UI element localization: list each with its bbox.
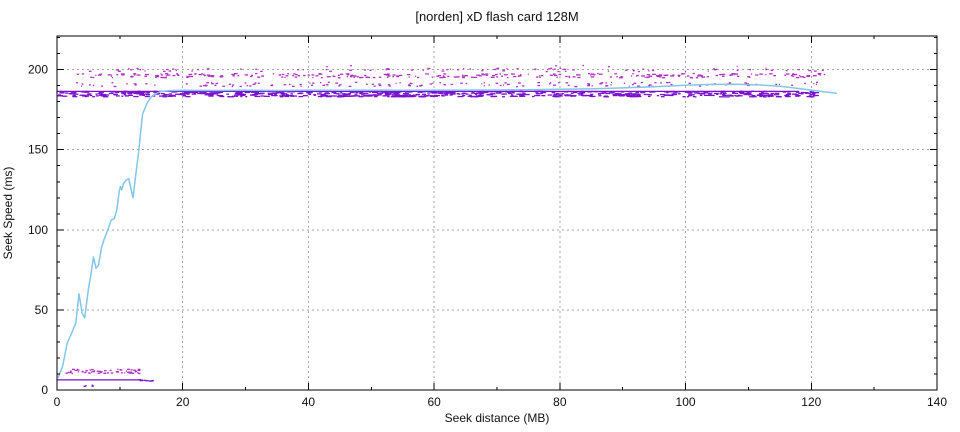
x-tick-label: 120: [801, 395, 821, 409]
seek-samples-outliers-203ms: [326, 64, 738, 68]
x-axis-label: Seek distance (MB): [444, 411, 550, 425]
seek-sample-points: [57, 64, 826, 387]
seek-samples-200ms-row: [88, 67, 824, 73]
x-tick-label: 140: [927, 395, 947, 409]
x-tick-label: 40: [302, 395, 316, 409]
seek-samples-196ms-row: [76, 72, 826, 79]
average-seek-line: [57, 83, 838, 378]
x-tick-label: 100: [676, 395, 696, 409]
y-tick-label: 0: [41, 383, 48, 397]
x-tick-label: 0: [54, 395, 61, 409]
axis-ticks: [56, 36, 938, 391]
grid-lines: [57, 36, 937, 390]
seek-samples-12ms-row: [65, 368, 141, 375]
y-tick-label: 150: [28, 143, 48, 157]
x-tick-label: 60: [427, 395, 441, 409]
x-tick-label: 80: [553, 395, 567, 409]
y-tick-label: 200: [28, 63, 48, 77]
x-tick-label: 20: [176, 395, 190, 409]
seek-samples-3ms-dots: [83, 384, 94, 387]
tick-labels: 0 20 40 60 80 100 120 140 0 50 100 150 200: [28, 63, 947, 409]
y-tick-label: 50: [35, 303, 49, 317]
chart-title: [norden] xD flash card 128M: [415, 9, 579, 24]
y-tick-label: 100: [28, 223, 48, 237]
